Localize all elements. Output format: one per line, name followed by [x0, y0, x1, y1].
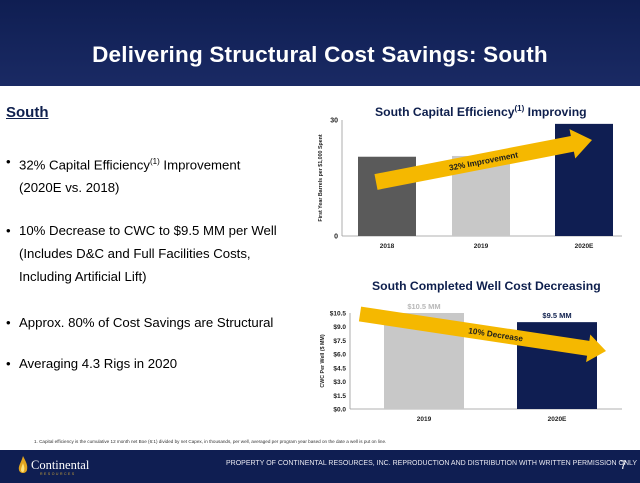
chart2-title: South Completed Well Cost Decreasing — [372, 279, 601, 293]
data-label: $10.5 MM — [407, 302, 440, 311]
y-tick-label: $3.0 — [333, 379, 346, 386]
bullet-line: 10% Decrease to CWC to $9.5 MM per Well — [6, 219, 306, 242]
y-axis-label: CWC Per Well ($ MM) — [320, 334, 326, 387]
bullet-line: 32% Capital Efficiency(1) Improvement — [6, 150, 306, 176]
copyright-notice: PROPERTY OF CONTINENTAL RESOURCES, INC. … — [226, 460, 638, 467]
slide-header: Delivering Structural Cost Savings: Sout… — [0, 0, 640, 86]
y-tick-label: $9.0 — [333, 324, 346, 331]
bullet-item: • Averaging 4.3 Rigs in 2020 — [6, 352, 306, 375]
data-label: $9.5 MM — [542, 311, 571, 320]
slide-title: Delivering Structural Cost Savings: Sout… — [92, 42, 548, 67]
bullet-sup: (1) — [149, 157, 160, 166]
y-tick-label: $7.5 — [333, 338, 346, 345]
x-tick-label: 2020E — [548, 416, 567, 423]
bullet-line: (Includes D&C and Full Facilities Costs, — [6, 242, 306, 265]
x-tick-label: 2018 — [380, 243, 395, 250]
bullet-item: • Approx. 80% of Cost Savings are Structu… — [6, 311, 306, 334]
bullet-text: (Includes D&C and Full Facilities Costs, — [19, 246, 251, 261]
y-tick-label: 0 — [334, 234, 338, 241]
bullet-text: 10% Decrease to CWC to $9.5 MM per Well — [19, 223, 277, 238]
bullet-line: (2020E vs. 2018) — [6, 176, 306, 199]
bullet-text: Including Artificial Lift) — [19, 269, 147, 284]
bullet-text: Approx. 80% of Cost Savings are Structur… — [19, 315, 274, 330]
trend-arrow-icon — [358, 306, 606, 363]
slide-footer: Continental RESOURCES PROPERTY OF CONTIN… — [0, 450, 640, 483]
bullet-dot-icon: • — [6, 315, 11, 330]
capital-efficiency-chart: 0 30 First Year Barrels per $1,000 Spent 20… — [318, 118, 622, 250]
y-axis-label: First Year Barrels per $1,000 Spent — [318, 134, 324, 222]
y-tick-label: 30 — [330, 118, 338, 125]
bullet-item: • 32% Capital Efficiency(1) Improvement (2… — [6, 150, 306, 199]
bullet-text-after: Improvement — [159, 157, 241, 173]
bullet-text: (2020E vs. 2018) — [19, 180, 120, 196]
flame-logo-icon — [18, 456, 28, 473]
y-tick-label: $6.0 — [333, 352, 346, 359]
chart1-title-suffix: Improving — [524, 105, 587, 120]
well-cost-chart: $0.0 $1.5 $3.0 $4.5 $6.0 $7.5 $9.0 $10.5 CWC Per… — [320, 302, 622, 423]
y-tick-label: $0.0 — [333, 407, 346, 414]
bullet-dot-icon: • — [6, 356, 11, 371]
footnote: 1. Capital efficiency is the cumulative … — [34, 439, 387, 444]
bullet-dot-icon: • — [6, 154, 11, 169]
y-tick-label: $1.5 — [333, 393, 346, 400]
bullet-line: Averaging 4.3 Rigs in 2020 — [6, 352, 306, 375]
bullet-text: Averaging 4.3 Rigs in 2020 — [19, 356, 178, 371]
company-logo-sub: RESOURCES — [40, 472, 76, 476]
x-tick-label: 2019 — [474, 243, 489, 250]
company-logo: Continental — [31, 458, 90, 472]
x-tick-label: 2020E — [575, 243, 594, 250]
bullet-line: Including Artificial Lift) — [6, 265, 306, 288]
left-panel: South — [6, 104, 306, 121]
page-number: 7 — [620, 458, 627, 472]
y-tick-label: $10.5 — [330, 311, 347, 318]
x-tick-label: 2019 — [417, 416, 432, 423]
bullet-dot-icon: • — [6, 223, 11, 238]
y-tick-label: $4.5 — [333, 365, 346, 372]
trend-arrow-icon — [374, 129, 592, 190]
chart1-title: South Capital Efficiency(1) Improving — [375, 104, 587, 119]
bullet-item: • 10% Decrease to CWC to $9.5 MM per Well… — [6, 219, 306, 288]
chart1-title-text: South Capital Efficiency — [375, 105, 515, 120]
bullet-line: Approx. 80% of Cost Savings are Structur… — [6, 311, 306, 334]
chart1-title-sup: (1) — [514, 104, 525, 113]
bullet-text: 32% Capital Efficiency — [19, 157, 150, 173]
section-heading: South — [6, 104, 49, 121]
